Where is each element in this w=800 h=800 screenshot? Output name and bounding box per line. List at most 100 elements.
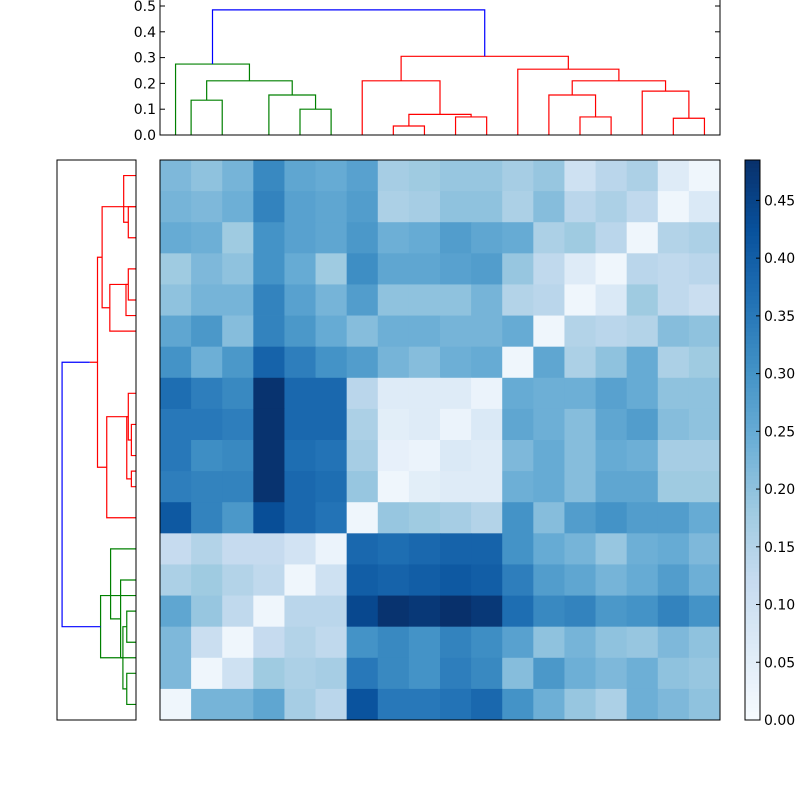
heatmap-cell — [408, 502, 441, 534]
left-dendrogram-link — [109, 548, 136, 620]
colorbar-segment — [745, 468, 760, 473]
heatmap-cell — [440, 284, 472, 316]
heatmap-cell — [315, 626, 348, 659]
heatmap-cell — [564, 440, 596, 472]
colorbar-segment — [745, 424, 760, 429]
heatmap-cell — [377, 440, 410, 472]
colorbar-segment — [745, 536, 760, 541]
heatmap-cell — [471, 284, 503, 316]
heatmap-cell — [191, 471, 223, 503]
colorbar-segment — [745, 300, 760, 305]
heatmap-cell — [626, 564, 659, 596]
heatmap-cell — [346, 440, 379, 472]
colorbar-segment — [745, 504, 760, 509]
heatmap-cell — [284, 564, 316, 596]
heatmap-cell — [408, 626, 441, 659]
heatmap-cell — [315, 595, 348, 628]
heatmap-cell — [191, 253, 223, 285]
heatmap-cell — [471, 533, 503, 565]
heatmap-cell — [222, 284, 254, 316]
colorbar-segment — [745, 544, 760, 549]
heatmap-cell — [502, 315, 534, 348]
colorbar-tick-label: 0.20 — [764, 482, 795, 498]
heatmap-cell — [471, 657, 503, 690]
colorbar-segment — [745, 436, 760, 441]
heatmap-cell — [191, 657, 223, 690]
colorbar-segment — [745, 384, 760, 389]
heatmap-cell — [688, 315, 721, 348]
heatmap-cell — [284, 688, 316, 721]
heatmap-cell — [377, 502, 410, 534]
colorbar-segment — [745, 360, 760, 365]
heatmap-cell — [284, 315, 316, 348]
heatmap-cell — [440, 408, 472, 441]
heatmap-cell — [377, 160, 410, 192]
heatmap-cell — [688, 284, 721, 316]
left-dendrogram-link — [127, 268, 136, 301]
left-dendrogram-link — [123, 174, 136, 223]
heatmap-cell — [440, 688, 472, 721]
heatmap-cell — [626, 253, 659, 285]
top-dendrogram-link — [211, 9, 486, 65]
heatmap-cell — [502, 502, 534, 534]
colorbar-segment — [745, 380, 760, 385]
heatmap-cell — [160, 377, 192, 410]
heatmap-cell — [533, 595, 565, 628]
heatmap-cell — [346, 502, 379, 534]
heatmap-cell — [253, 253, 285, 285]
heatmap-cell — [502, 408, 534, 441]
colorbar-segment — [745, 592, 760, 597]
heatmap-cell — [377, 315, 410, 348]
heatmap-cell — [502, 346, 534, 379]
heatmap-cell — [284, 471, 316, 503]
heatmap-cell — [253, 626, 285, 659]
heatmap-cell — [440, 315, 472, 348]
heatmap-cell — [502, 564, 534, 596]
heatmap-cell — [657, 533, 690, 565]
heatmap-cell — [253, 284, 285, 316]
heatmap-cell — [626, 191, 659, 223]
colorbar-segment — [745, 548, 760, 553]
colorbar-segment — [745, 456, 760, 461]
colorbar-segment — [745, 368, 760, 373]
heatmap-cell — [502, 284, 534, 316]
heatmap-cell — [626, 408, 659, 441]
colorbar-segment — [745, 580, 760, 585]
heatmap-cell — [595, 284, 628, 316]
colorbar-segment — [745, 324, 760, 329]
heatmap-cell — [564, 502, 596, 534]
heatmap-cell — [377, 564, 410, 596]
heatmap-cell — [440, 626, 472, 659]
heatmap-cell — [284, 346, 316, 379]
left-dendrogram-link — [61, 361, 101, 628]
heatmap-cell — [160, 440, 192, 472]
heatmap-cell — [657, 315, 690, 348]
heatmap-cell — [502, 440, 534, 472]
top-dendrogram-link — [299, 108, 332, 135]
heatmap-cell — [377, 595, 410, 628]
top-dendrogram-link — [517, 68, 620, 135]
heatmap-cell — [626, 657, 659, 690]
colorbar-segment — [745, 192, 760, 197]
heatmap-cell — [253, 346, 285, 379]
colorbar-segment — [745, 512, 760, 517]
heatmap-cell — [440, 471, 472, 503]
heatmap-cell — [222, 595, 254, 628]
top-dendrogram-ytick-label: 0.3 — [134, 51, 156, 67]
colorbar-segment — [745, 668, 760, 673]
heatmap-cell — [284, 440, 316, 472]
heatmap-cell — [657, 657, 690, 690]
heatmap-cell — [377, 626, 410, 659]
colorbar-segment — [745, 636, 760, 641]
heatmap-cell — [533, 657, 565, 690]
heatmap-cell — [191, 315, 223, 348]
colorbar-segment — [745, 200, 760, 205]
heatmap-cell — [160, 222, 192, 254]
colorbar-segment — [745, 364, 760, 369]
heatmap-cell — [408, 222, 441, 254]
heatmap-cell — [408, 377, 441, 410]
colorbar-segment — [745, 624, 760, 629]
heatmap-cell — [346, 222, 379, 254]
colorbar-segment — [745, 432, 760, 437]
heatmap-cell — [595, 688, 628, 721]
